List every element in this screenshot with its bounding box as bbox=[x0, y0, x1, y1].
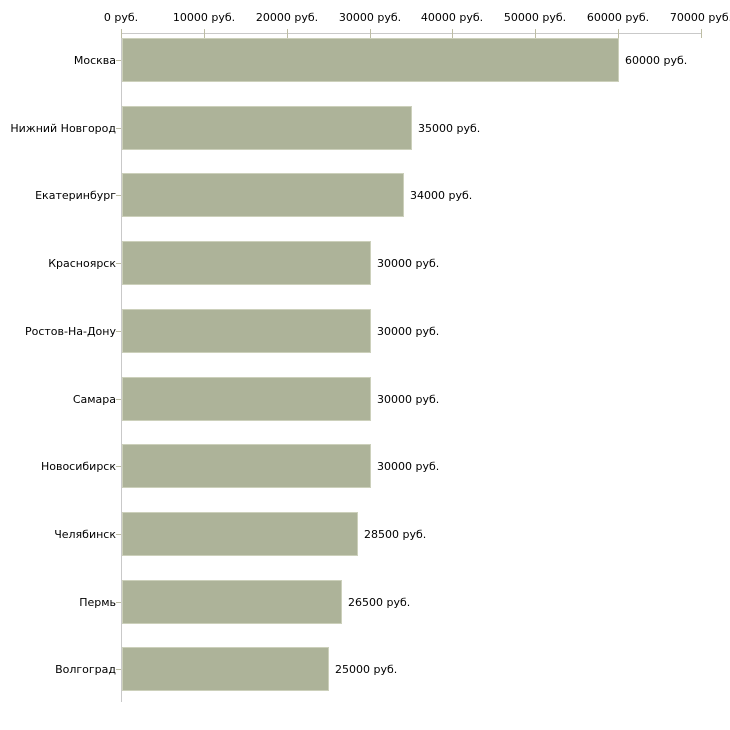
x-axis-tick bbox=[535, 29, 536, 38]
bar-row: Нижний Новгород 35000 руб. bbox=[0, 106, 730, 150]
value-label: 26500 руб. bbox=[348, 595, 411, 609]
bar-row: Ростов-На-Дону 30000 руб. bbox=[0, 309, 730, 353]
bar bbox=[122, 106, 412, 150]
x-axis-tick-label: 50000 руб. bbox=[503, 11, 567, 24]
category-tick bbox=[116, 60, 121, 61]
x-axis-line bbox=[121, 33, 702, 34]
category-tick bbox=[116, 128, 121, 129]
x-axis-tick bbox=[701, 29, 702, 38]
x-axis-tick bbox=[121, 29, 122, 38]
category-label: Москва bbox=[73, 53, 116, 67]
value-label: 35000 руб. bbox=[418, 121, 481, 135]
category-tick bbox=[116, 534, 121, 535]
bar-row: Красноярск 30000 руб. bbox=[0, 241, 730, 285]
bar bbox=[122, 444, 371, 488]
bar-row: Волгоград 25000 руб. bbox=[0, 647, 730, 691]
x-axis-tick bbox=[287, 29, 288, 38]
value-label: 30000 руб. bbox=[377, 392, 440, 406]
value-label: 34000 руб. bbox=[410, 188, 473, 202]
category-label: Ростов-На-Дону bbox=[24, 324, 116, 338]
value-label: 28500 руб. bbox=[364, 527, 427, 541]
value-label: 25000 руб. bbox=[335, 662, 398, 676]
x-axis-tick-label: 20000 руб. bbox=[255, 11, 319, 24]
bar bbox=[122, 241, 371, 285]
x-axis-tick-label: 70000 руб. bbox=[669, 11, 730, 24]
category-tick bbox=[116, 195, 121, 196]
category-label: Екатеринбург bbox=[35, 188, 116, 202]
bar bbox=[122, 38, 619, 82]
category-tick bbox=[116, 263, 121, 264]
category-tick bbox=[116, 466, 121, 467]
bar-row: Москва 60000 руб. bbox=[0, 38, 730, 82]
category-label: Пермь bbox=[79, 595, 116, 609]
category-label: Нижний Новгород bbox=[10, 121, 116, 135]
bar-row: Самара 30000 руб. bbox=[0, 377, 730, 421]
bar bbox=[122, 309, 371, 353]
x-axis-tick bbox=[452, 29, 453, 38]
category-label: Красноярск bbox=[48, 256, 116, 270]
x-axis-tick bbox=[204, 29, 205, 38]
category-tick bbox=[116, 602, 121, 603]
x-axis-tick-label: 10000 руб. bbox=[172, 11, 236, 24]
category-tick bbox=[116, 669, 121, 670]
value-label: 30000 руб. bbox=[377, 459, 440, 473]
category-tick bbox=[116, 331, 121, 332]
x-axis-tick-label: 30000 руб. bbox=[338, 11, 402, 24]
bar bbox=[122, 580, 342, 624]
bar-row: Новосибирск 30000 руб. bbox=[0, 444, 730, 488]
bar-row: Пермь 26500 руб. bbox=[0, 580, 730, 624]
category-label: Самара bbox=[72, 392, 116, 406]
x-axis-tick-label: 60000 руб. bbox=[586, 11, 650, 24]
category-tick bbox=[116, 399, 121, 400]
bar-row: Челябинск 28500 руб. bbox=[0, 512, 730, 556]
x-axis-tick bbox=[370, 29, 371, 38]
bar bbox=[122, 377, 371, 421]
x-axis-tick bbox=[618, 29, 619, 38]
value-label: 60000 руб. bbox=[625, 53, 688, 67]
y-axis-line bbox=[121, 33, 122, 702]
bar bbox=[122, 647, 329, 691]
bar bbox=[122, 512, 358, 556]
category-label: Челябинск bbox=[54, 527, 116, 541]
value-label: 30000 руб. bbox=[377, 256, 440, 270]
x-axis-tick-label: 0 руб. bbox=[103, 11, 139, 24]
bar bbox=[122, 173, 404, 217]
x-axis-tick-label: 40000 руб. bbox=[420, 11, 484, 24]
value-label: 30000 руб. bbox=[377, 324, 440, 338]
category-label: Новосибирск bbox=[40, 459, 116, 473]
bar-row: Екатеринбург 34000 руб. bbox=[0, 173, 730, 217]
category-label: Волгоград bbox=[55, 662, 116, 676]
